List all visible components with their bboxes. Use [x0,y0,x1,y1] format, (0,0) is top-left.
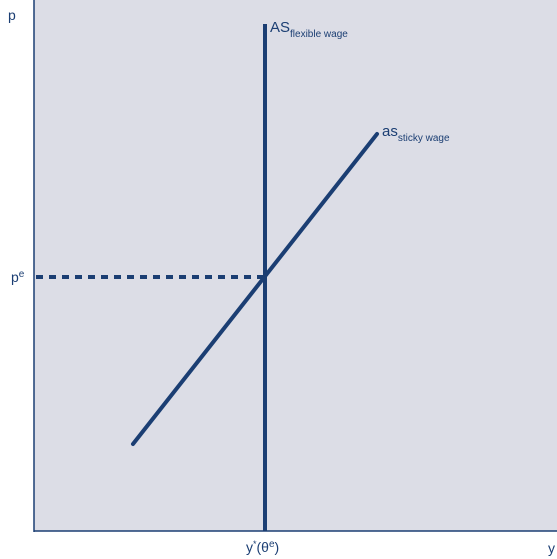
as-sticky-wage-label: assticky wage [382,123,450,144]
expected-price-label: pe [11,269,25,285]
y-axis-label: p [8,7,16,23]
as-flexible-wage-label: ASflexible wage [270,19,348,40]
x-axis-label: y [548,540,555,556]
natural-output-label: y*(θe) [246,539,279,555]
as-sticky-wage-curve [131,132,379,446]
plot-area [34,0,557,531]
